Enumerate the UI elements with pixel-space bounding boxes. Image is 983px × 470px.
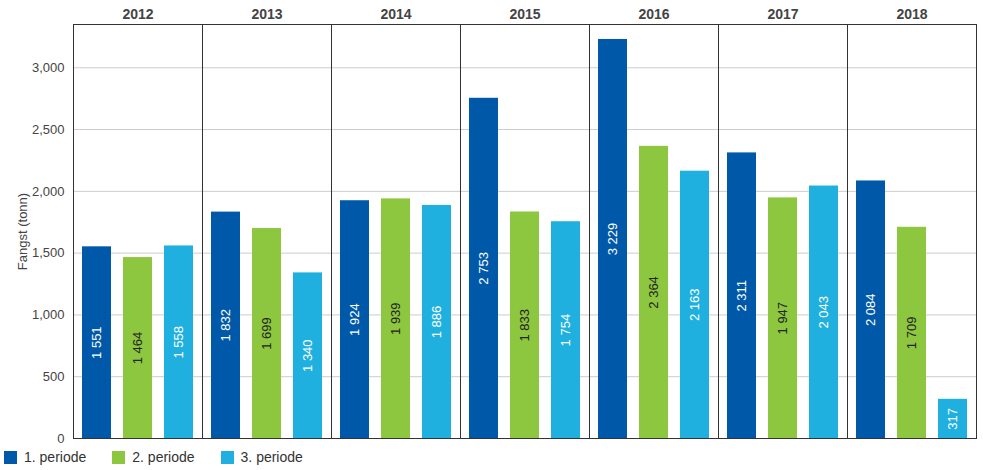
svg-text:1 551: 1 551 — [89, 326, 104, 359]
svg-text:2015: 2015 — [509, 6, 540, 22]
svg-text:2013: 2013 — [251, 6, 282, 22]
svg-text:500: 500 — [43, 369, 65, 384]
svg-text:2,500: 2,500 — [32, 122, 65, 137]
svg-text:1 886: 1 886 — [429, 306, 444, 339]
svg-text:2017: 2017 — [767, 6, 798, 22]
svg-text:1 558: 1 558 — [171, 326, 186, 359]
html-text:1. periode: 1. periode — [24, 449, 87, 465]
html-text:3. periode: 3. periode — [240, 449, 303, 465]
svg-text:1 754: 1 754 — [558, 314, 573, 347]
html-text:2. periode: 2. periode — [132, 449, 195, 465]
svg-text:1 832: 1 832 — [218, 309, 233, 342]
svg-text:1 340: 1 340 — [300, 339, 315, 372]
svg-text:2 753: 2 753 — [476, 252, 491, 285]
svg-text:1 833: 1 833 — [517, 309, 532, 342]
svg-text:1,500: 1,500 — [32, 245, 65, 260]
svg-text:2012: 2012 — [122, 6, 153, 22]
svg-text:1 947: 1 947 — [775, 302, 790, 335]
svg-text:2 364: 2 364 — [646, 276, 661, 309]
svg-text:1 464: 1 464 — [130, 332, 145, 365]
svg-text:317: 317 — [945, 408, 960, 430]
svg-text:3 229: 3 229 — [605, 223, 620, 256]
svg-text:3,000: 3,000 — [32, 60, 65, 75]
svg-text:2014: 2014 — [380, 6, 411, 22]
svg-text:2 163: 2 163 — [687, 289, 702, 322]
svg-text:2 043: 2 043 — [816, 296, 831, 329]
svg-text:1 699: 1 699 — [259, 317, 274, 350]
svg-text:2,000: 2,000 — [32, 183, 65, 198]
svg-text:2 311: 2 311 — [734, 280, 749, 312]
svg-text:2 084: 2 084 — [863, 293, 878, 326]
svg-text:1 939: 1 939 — [388, 302, 403, 335]
svg-text:Fangst (tonn): Fangst (tonn) — [15, 193, 30, 270]
svg-text:1 709: 1 709 — [904, 317, 919, 350]
svg-text:2018: 2018 — [896, 6, 927, 22]
svg-text:1 924: 1 924 — [347, 303, 362, 336]
svg-text:1,000: 1,000 — [32, 307, 65, 322]
svg-text:0: 0 — [57, 431, 64, 444]
svg-text:2016: 2016 — [638, 6, 669, 22]
